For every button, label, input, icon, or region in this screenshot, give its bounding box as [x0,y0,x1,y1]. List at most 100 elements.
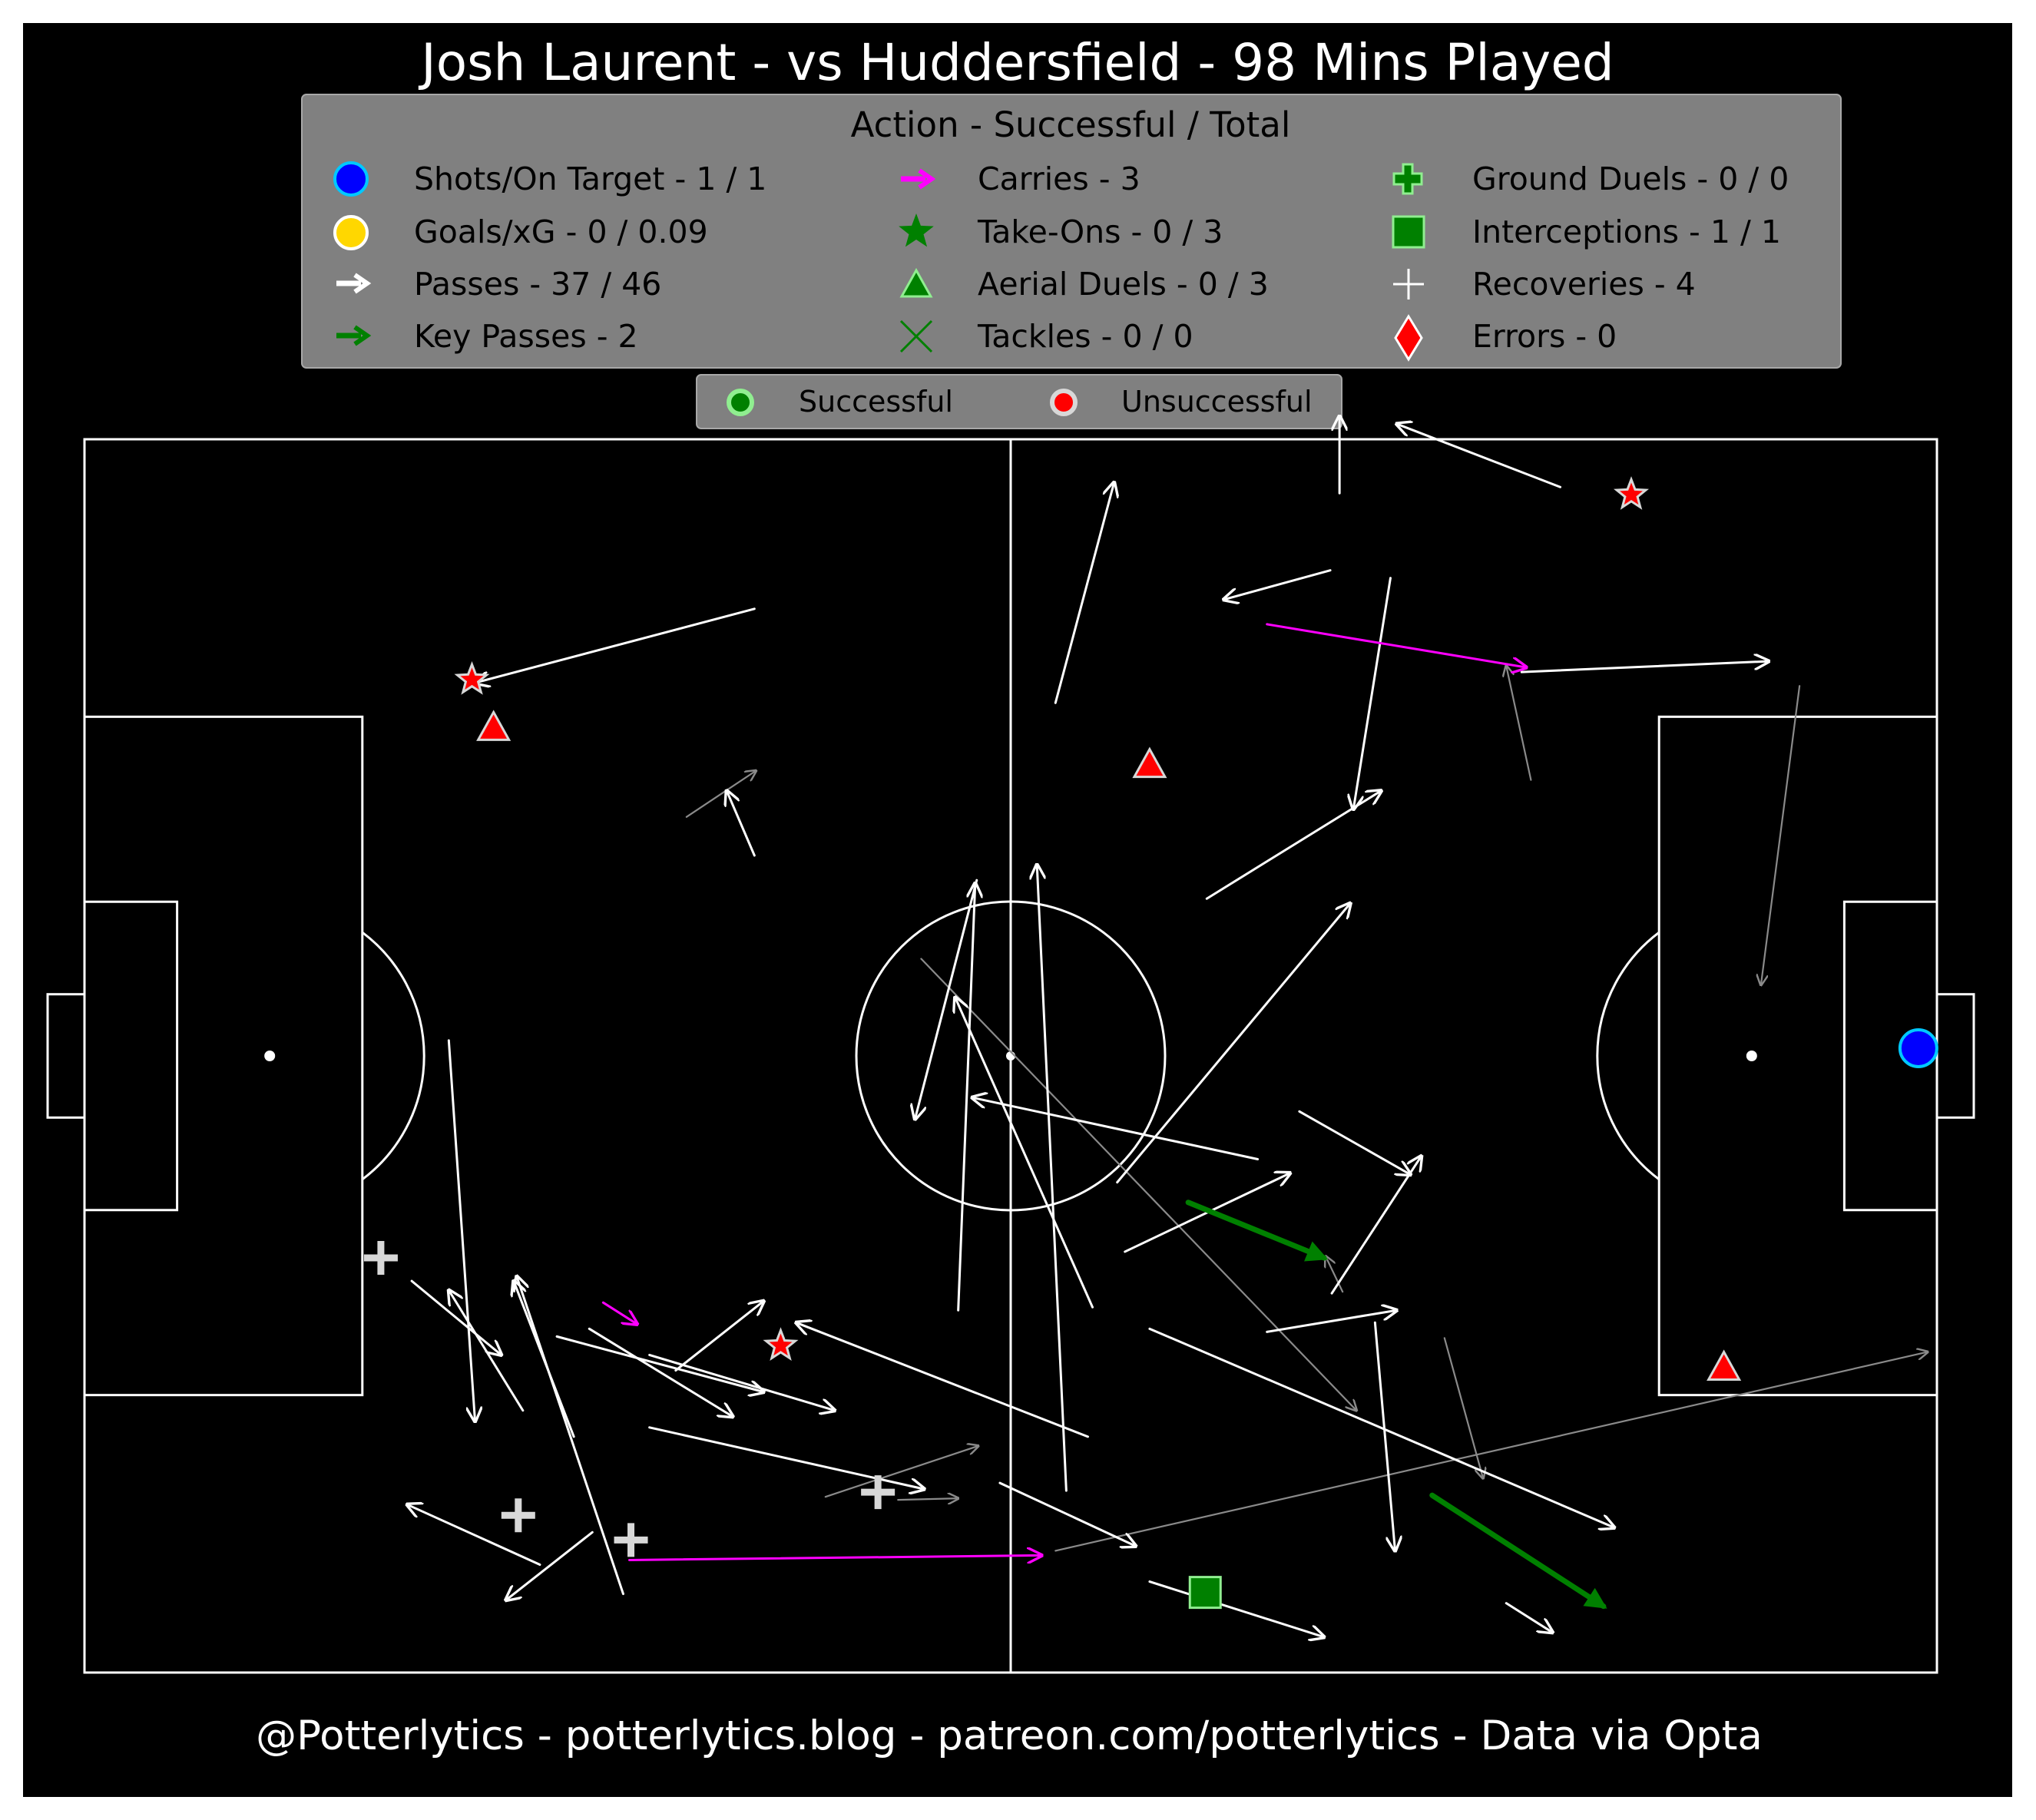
pass-arrow [957,883,975,1312]
failed-pass-arrow [1326,1256,1344,1293]
aerial-duel-triangle [1132,746,1167,779]
triangle-icon [899,267,933,298]
legend-label-errors: Errors - 0 [1472,318,1617,355]
pass-arrow [475,607,756,683]
carry-arrow [601,1301,637,1324]
pitch [46,438,1975,1674]
star-icon [899,213,934,247]
pass-arrow [1148,1580,1324,1637]
pass-arrow [1054,482,1114,704]
failed-pass-arrow [1506,666,1532,781]
failed-pass-arrow [920,958,1356,1411]
failed-pass-arrow [897,1498,958,1500]
pass-arrow-icon [336,273,372,294]
pass-arrow [1330,1156,1422,1295]
pass-arrow [407,1504,541,1566]
legend-label-tackles: Tackles - 0 / 0 [977,318,1193,355]
footer-credits: @Potterlytics - potterlytics.blog - patr… [256,1712,1763,1759]
failed-pass-arrow [824,1446,978,1498]
pass-arrow [1116,903,1351,1184]
legend-label-passes: Passes - 37 / 46 [414,266,661,303]
pass-arrow [915,879,978,1119]
failed-pass-arrow [1761,685,1801,984]
plus-icon [1392,163,1423,195]
shot-circle-icon [333,161,369,197]
legend-label-recoveries: Recoveries - 4 [1472,266,1696,303]
pass-arrow [1148,1327,1614,1527]
successful-marker-icon [727,389,754,416]
recovery-plus [861,1475,896,1510]
left-penalty-spot [264,1051,276,1061]
pass-arrow [1353,577,1392,809]
outcome-legend: Successful Unsuccessful [696,374,1342,429]
outcome-legend-background [696,374,1342,429]
unsuccessful-label: Unsuccessful [1121,385,1313,419]
right-penalty-spot [1746,1051,1757,1061]
chart-title: Josh Laurent - vs Huddersfield - 98 Mins… [418,33,1614,92]
pass-arrow [449,1290,525,1412]
pass-arrow [447,1039,475,1421]
legend-label-shots: Shots/On Target - 1 / 1 [414,160,766,197]
left-goal [46,993,86,1119]
pass-arrow [955,998,1094,1309]
legend-label-take-ons: Take-Ons - 0 / 3 [977,213,1223,250]
centre-circle [855,900,1167,1212]
left-penalty-arc [361,932,425,1180]
pass-arrow [727,791,756,857]
carry-arrow [628,1555,1042,1560]
diamond-icon [1394,314,1423,362]
failed-pass-arrow [1054,1352,1928,1552]
thin-plus-icon [1393,269,1424,299]
square-icon [1392,215,1425,249]
pass-arrow [506,1530,594,1600]
right-penalty-arc [1596,932,1660,1180]
key-pass-arrow [1429,1492,1607,1610]
pass-arrow [1037,865,1068,1492]
pass-arrow [588,1327,733,1416]
x-icon [899,319,933,353]
pass-arrow [1373,1321,1395,1550]
legend-title: Action - Successful / Total [851,104,1291,145]
right-goal [1935,993,1975,1119]
goal-circle-icon [333,215,369,250]
legend-label-key-passes: Key Passes - 2 [414,318,638,355]
aerial-duel-triangle [476,710,511,741]
interception-square [1188,1576,1222,1610]
recovery-plus [363,1240,398,1275]
pass-arrow [648,1353,835,1410]
key-pass-arrow [1185,1200,1329,1262]
key-pass-arrow-icon [336,325,372,346]
failed-pass-arrow [685,771,756,818]
pass-arrow [410,1279,502,1355]
pass-arrow [1266,1310,1397,1333]
legend-label-goals: Goals/xG - 0 / 0.09 [414,213,708,250]
legend-background [301,94,1842,369]
carry-arrow [1266,623,1527,667]
pass-arrow [972,1097,1260,1161]
take-on-star [454,660,490,695]
legend-label-carries: Carries - 3 [978,160,1140,197]
carry-arrow-icon [901,168,936,190]
unsuccessful-marker-icon [1050,389,1078,416]
recovery-plus [614,1523,648,1557]
pass-arrow [796,1322,1089,1438]
aerial-duel-triangle [1707,1349,1742,1382]
pass-arrow [1520,661,1769,673]
successful-label: Successful [799,385,953,419]
failed-pass-arrow [1443,1337,1483,1478]
pass-arrow [674,1301,764,1372]
pass-arrow [1505,1602,1552,1633]
event-marks [363,416,1938,1637]
legend-label-aerial-duels: Aerial Duels - 0 / 3 [978,266,1269,303]
pass-arrow [1298,1110,1411,1174]
pass-arrow [555,1335,763,1391]
recovery-plus [501,1498,535,1533]
legend-label-interceptions: Interceptions - 1 / 1 [1472,213,1781,250]
take-on-star [763,1327,799,1362]
shot-circle [1898,1027,1938,1068]
pass-arrow [1397,424,1562,488]
legend-label-ground-duels: Ground Duels - 0 / 0 [1472,160,1789,197]
pass-arrow [998,1481,1136,1546]
pass-arrow [517,1276,624,1596]
